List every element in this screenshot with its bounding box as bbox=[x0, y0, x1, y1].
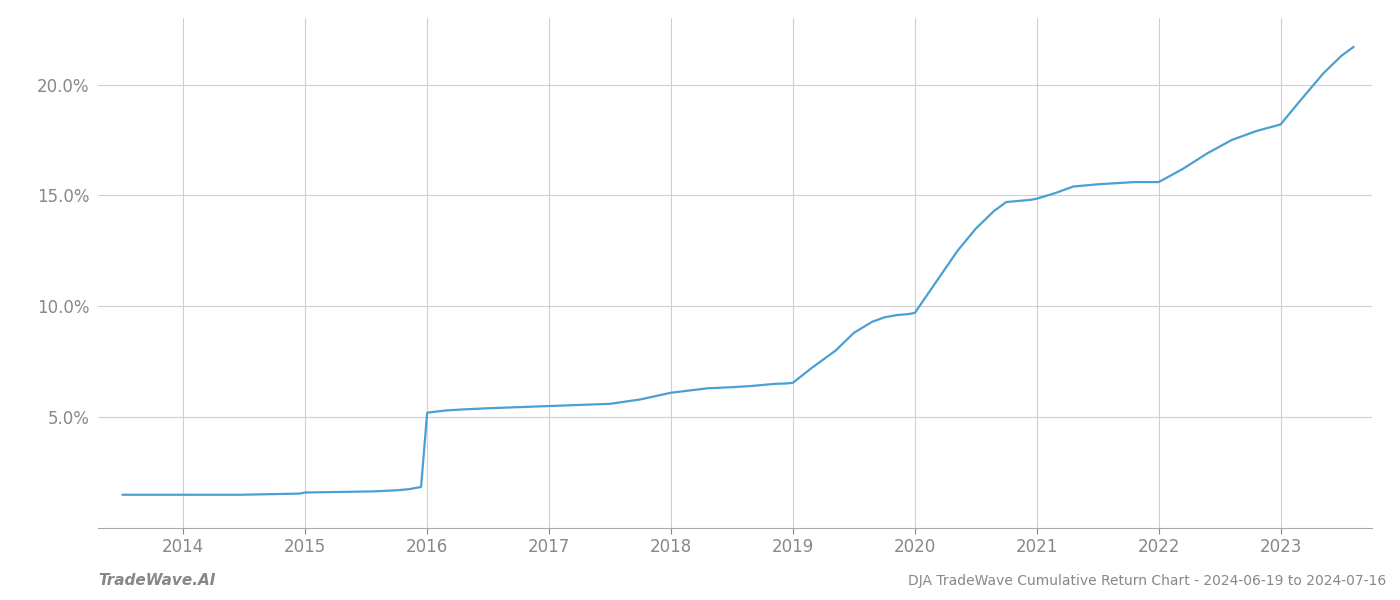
Text: DJA TradeWave Cumulative Return Chart - 2024-06-19 to 2024-07-16: DJA TradeWave Cumulative Return Chart - … bbox=[907, 574, 1386, 588]
Text: TradeWave.AI: TradeWave.AI bbox=[98, 573, 216, 588]
